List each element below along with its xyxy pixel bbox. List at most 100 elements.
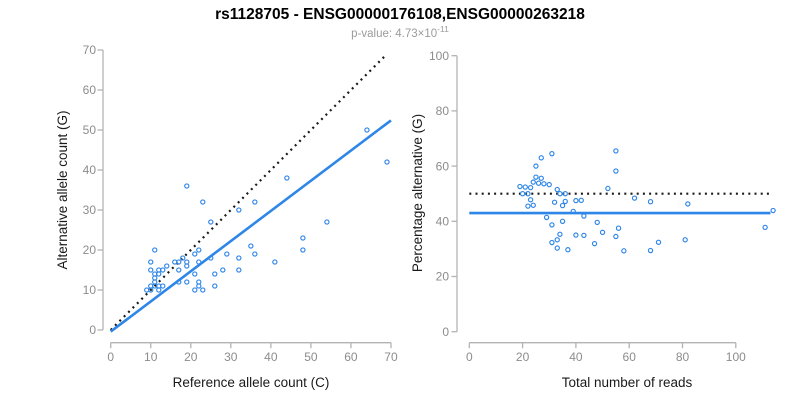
x-tick-label: 20 [184,350,198,364]
data-point [148,287,154,293]
data-point [682,237,688,243]
data-point [224,251,230,257]
data-point [212,271,218,277]
data-point [533,174,539,180]
data-point [570,208,576,215]
y-tick-label: 40 [436,215,450,229]
figure-title: rs1128705 - ENSG00000176108,ENSG00000263… [215,6,585,23]
data-point [613,233,619,240]
data-point [554,237,560,243]
data-point [621,248,627,254]
data-point [284,175,290,181]
data-point [591,240,598,247]
data-point [647,199,654,205]
data-point [200,199,206,205]
x-tick-label: 60 [623,350,637,364]
data-point [557,191,563,197]
data-point [364,127,370,133]
data-point [535,180,542,186]
data-point [613,168,619,174]
data-point [522,184,528,190]
pvalue-text: p-value: 4.73×10 [351,28,437,40]
data-point [200,287,206,293]
x-tick-label: 100 [726,350,746,364]
data-point [562,198,568,205]
y-tick-label: 80 [436,104,450,118]
data-point [196,283,202,289]
data-point [252,251,258,257]
data-point [527,184,534,191]
data-point [533,163,539,169]
data-point [248,243,254,249]
data-point [525,191,531,197]
data-point [236,255,242,261]
y-tick-label: 20 [83,243,97,257]
data-point [196,247,202,253]
data-point [557,231,563,237]
left-scatter-panel: Reference allele count (C) Alternative a… [55,43,398,390]
data-point [252,199,258,205]
y-tick-label: 60 [83,83,97,97]
data-point [176,279,182,285]
data-point [543,214,550,221]
data-point [184,279,190,285]
data-point [184,259,190,265]
y-tick-label: 40 [83,163,97,177]
data-point [212,283,218,289]
data-point [554,245,560,251]
y-tick-label: 0 [89,323,96,337]
data-point [613,148,619,154]
data-point [655,239,662,245]
data-point [647,247,654,254]
x-tick-label: 40 [569,350,583,364]
data-point [559,218,566,224]
x-tick-label: 30 [224,350,238,364]
x-tick-label: 0 [107,350,114,364]
x-tick-label: 80 [676,350,690,364]
data-point [762,224,768,231]
data-point [549,222,555,228]
data-point [160,267,166,273]
data-point [530,179,536,185]
y-tick-label: 50 [83,123,97,137]
y-tick-label: 0 [442,325,449,339]
data-point [599,229,606,236]
data-point [192,271,198,277]
data-point [631,195,638,201]
data-point [549,239,555,246]
data-point [615,225,622,231]
data-point [220,267,226,273]
figure-subtitle: p-value: 4.73×10-11 [351,24,449,40]
plot-area: 0 10 20 30 40 50 60 70 0 10 20 30 40 50 60 70 [83,43,398,364]
x-axis-label: Total number of reads [562,375,693,390]
x-tick-label: 40 [264,350,278,364]
data-point [184,183,190,189]
data-point [538,155,544,161]
data-point [573,232,579,238]
data-point [236,267,242,273]
data-point [236,207,242,213]
x-tick-label: 20 [516,350,530,364]
y-axis-label: Alternative allele count (G) [55,110,70,269]
fit-line [109,119,392,333]
data-point [519,191,526,197]
right-scatter-panel: Total number of reads Percentage alterna… [410,49,776,390]
data-point [148,259,154,265]
data-point [578,197,584,203]
data-point [176,259,182,265]
data-point [770,207,776,214]
data-point [192,287,198,293]
data-point [565,247,571,253]
x-tick-label: 0 [466,350,473,364]
data-point [300,235,306,241]
data-point [525,203,531,209]
data-point [208,219,214,225]
data-point [551,199,558,205]
data-point [180,255,186,261]
data-point [148,267,154,273]
x-tick-label: 10 [144,350,158,364]
y-tick-label: 100 [429,49,449,63]
x-tick-label: 50 [304,350,318,364]
data-point [192,251,198,257]
